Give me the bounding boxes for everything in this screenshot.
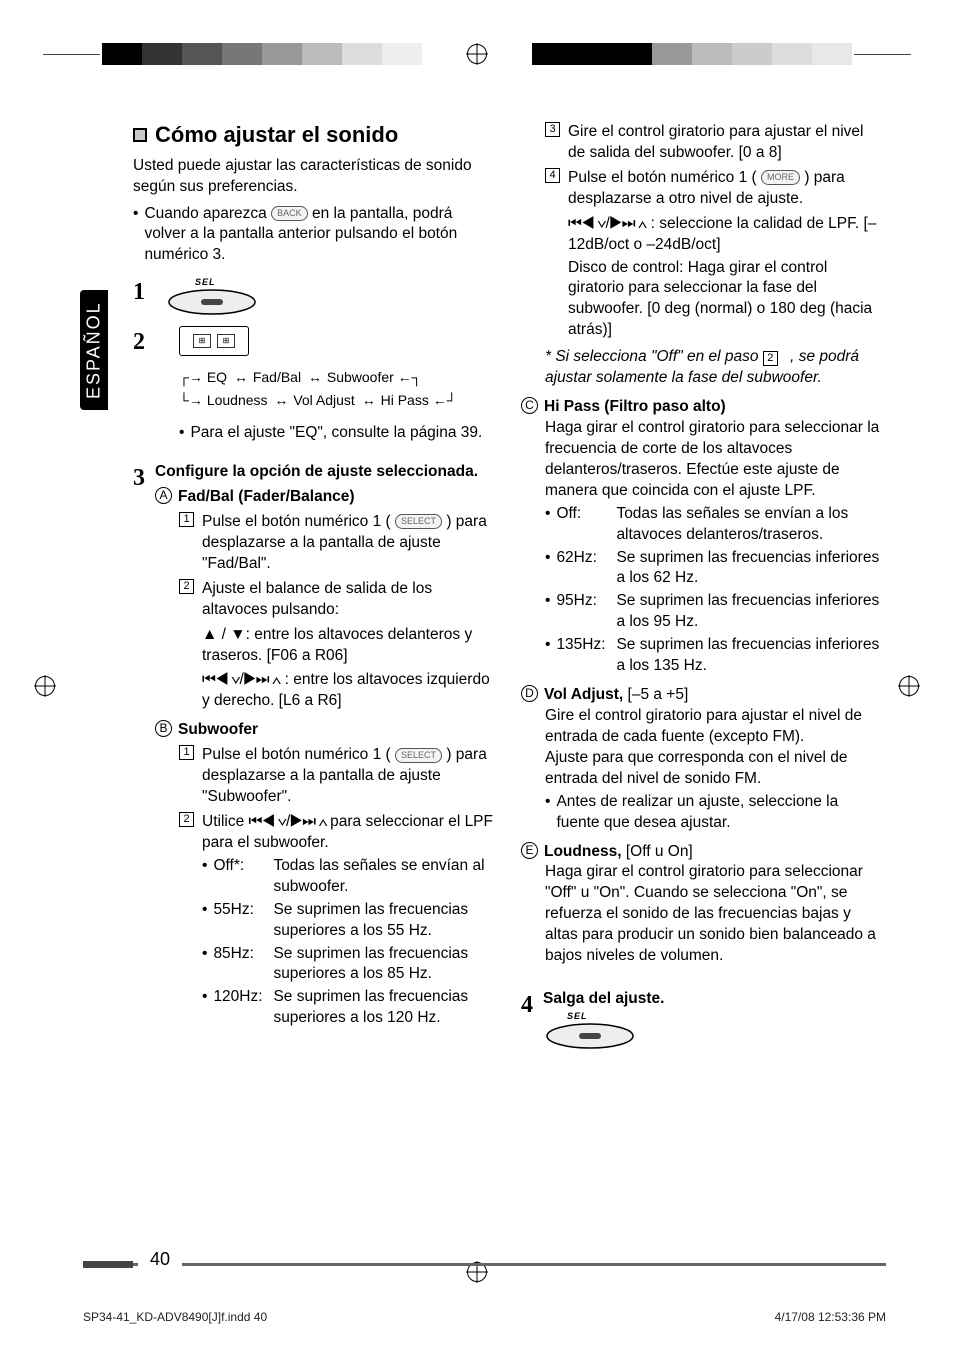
menu-flow-diagram: ┌→ EQ ↔ Fad/Bal ↔ Subwoofer ←┐ └→ Loudne… — [179, 366, 493, 411]
footer-timestamp: 4/17/08 12:53:36 PM — [775, 1310, 886, 1324]
option-a-label: A — [155, 487, 172, 504]
registration-mark-top — [467, 44, 487, 64]
remote-button-icon — [167, 288, 257, 316]
back-note: • Cuando aparezca BACK en la pantalla, p… — [133, 204, 493, 267]
step-3-num: 3 — [133, 462, 145, 494]
back-note-a: Cuando aparezca — [144, 205, 266, 222]
b-step-4-num: 4 — [545, 168, 560, 183]
right-column: 3 Gire el control giratorio para ajustar… — [521, 120, 881, 1050]
back-pill: BACK — [271, 206, 308, 221]
step-4-title: Salga del ajuste. — [543, 989, 881, 1010]
crop-line-left — [43, 54, 100, 55]
option-d-title: Vol Adjust, — [544, 686, 623, 703]
option-b-label: B — [155, 720, 172, 737]
b-step-3-num: 3 — [545, 122, 560, 137]
more-pill: MORE — [761, 170, 800, 185]
color-bar-left — [102, 43, 422, 65]
step-1-num: 1 — [133, 276, 145, 308]
a-tri-text: ▲ / ▼: entre los altavoces delanteros y … — [202, 625, 493, 667]
page-footer: 40 — [83, 1252, 886, 1282]
option-b-title: Subwoofer — [178, 720, 258, 741]
option-e-label: E — [521, 842, 538, 859]
sel-label-1: SEL — [195, 276, 493, 288]
eq-note: • Para el ajuste "EQ", consulte la págin… — [179, 423, 493, 444]
registration-mark-right — [899, 676, 919, 696]
heading-text: Cómo ajustar el sonido — [155, 120, 398, 150]
step-3-title: Configure la opción de ajuste selecciona… — [155, 462, 493, 483]
print-metadata: SP34-41_KD-ADV8490[J]f.indd 40 4/17/08 1… — [83, 1310, 886, 1324]
a-step-2-num: 2 — [179, 579, 194, 594]
option-d-label: D — [521, 685, 538, 702]
left-column: Cómo ajustar el sonido Usted puede ajust… — [133, 120, 493, 1050]
nav-icon: ⏮◀ ∨/▶⏭ ∧ — [249, 813, 331, 830]
a-step-1-num: 1 — [179, 512, 194, 527]
option-c-label: C — [521, 397, 538, 414]
b-step-1-num: 1 — [179, 745, 194, 760]
registration-mark-left — [35, 676, 55, 696]
step-4: 4 Salga del ajuste. SEL — [521, 989, 881, 1050]
option-c-title: Hi Pass (Filtro paso alto) — [544, 397, 726, 418]
section-heading: Cómo ajustar el sonido — [133, 120, 493, 150]
page-number: 40 — [138, 1249, 182, 1270]
step-2-num: 2 — [133, 326, 145, 358]
language-tab: ESPAÑOL — [80, 290, 108, 410]
footer-filename: SP34-41_KD-ADV8490[J]f.indd 40 — [83, 1310, 267, 1324]
sel-label-2: SEL — [567, 1010, 881, 1022]
intro-text: Usted puede ajustar las características … — [133, 156, 493, 198]
subwoofer-footnote: * Si selecciona "Off" en el paso 2 , se … — [545, 347, 881, 389]
nav-left-right-icon: ⏮◀ ∨/▶⏭ ∧ — [202, 671, 280, 688]
page-content: ESPAÑOL Cómo ajustar el sonido Usted pue… — [83, 120, 886, 1252]
select-pill: SELECT — [395, 514, 442, 529]
select-pill-2: SELECT — [395, 748, 442, 763]
step-4-num: 4 — [521, 989, 533, 1021]
heading-box-icon — [133, 128, 147, 142]
step-3: 3 Configure la opción de ajuste seleccio… — [133, 462, 493, 1029]
display-unit-icon: ⊞⊞ — [179, 326, 249, 356]
step-2: 2 ⊞⊞ ┌→ EQ ↔ Fad/Bal ↔ Subwoofer ←┐ └→ L… — [133, 326, 493, 444]
b-step-2-num: 2 — [179, 812, 194, 827]
step-1: 1 SEL — [133, 276, 493, 316]
option-a-title: Fad/Bal (Fader/Balance) — [178, 487, 355, 508]
crop-line-right — [854, 54, 911, 55]
color-bar-right — [532, 43, 852, 65]
option-e-title: Loudness, — [544, 843, 622, 860]
remote-button-icon-2 — [545, 1022, 635, 1050]
nav-icon-2: ⏮◀ ∨/▶⏭ ∧ — [568, 215, 646, 232]
